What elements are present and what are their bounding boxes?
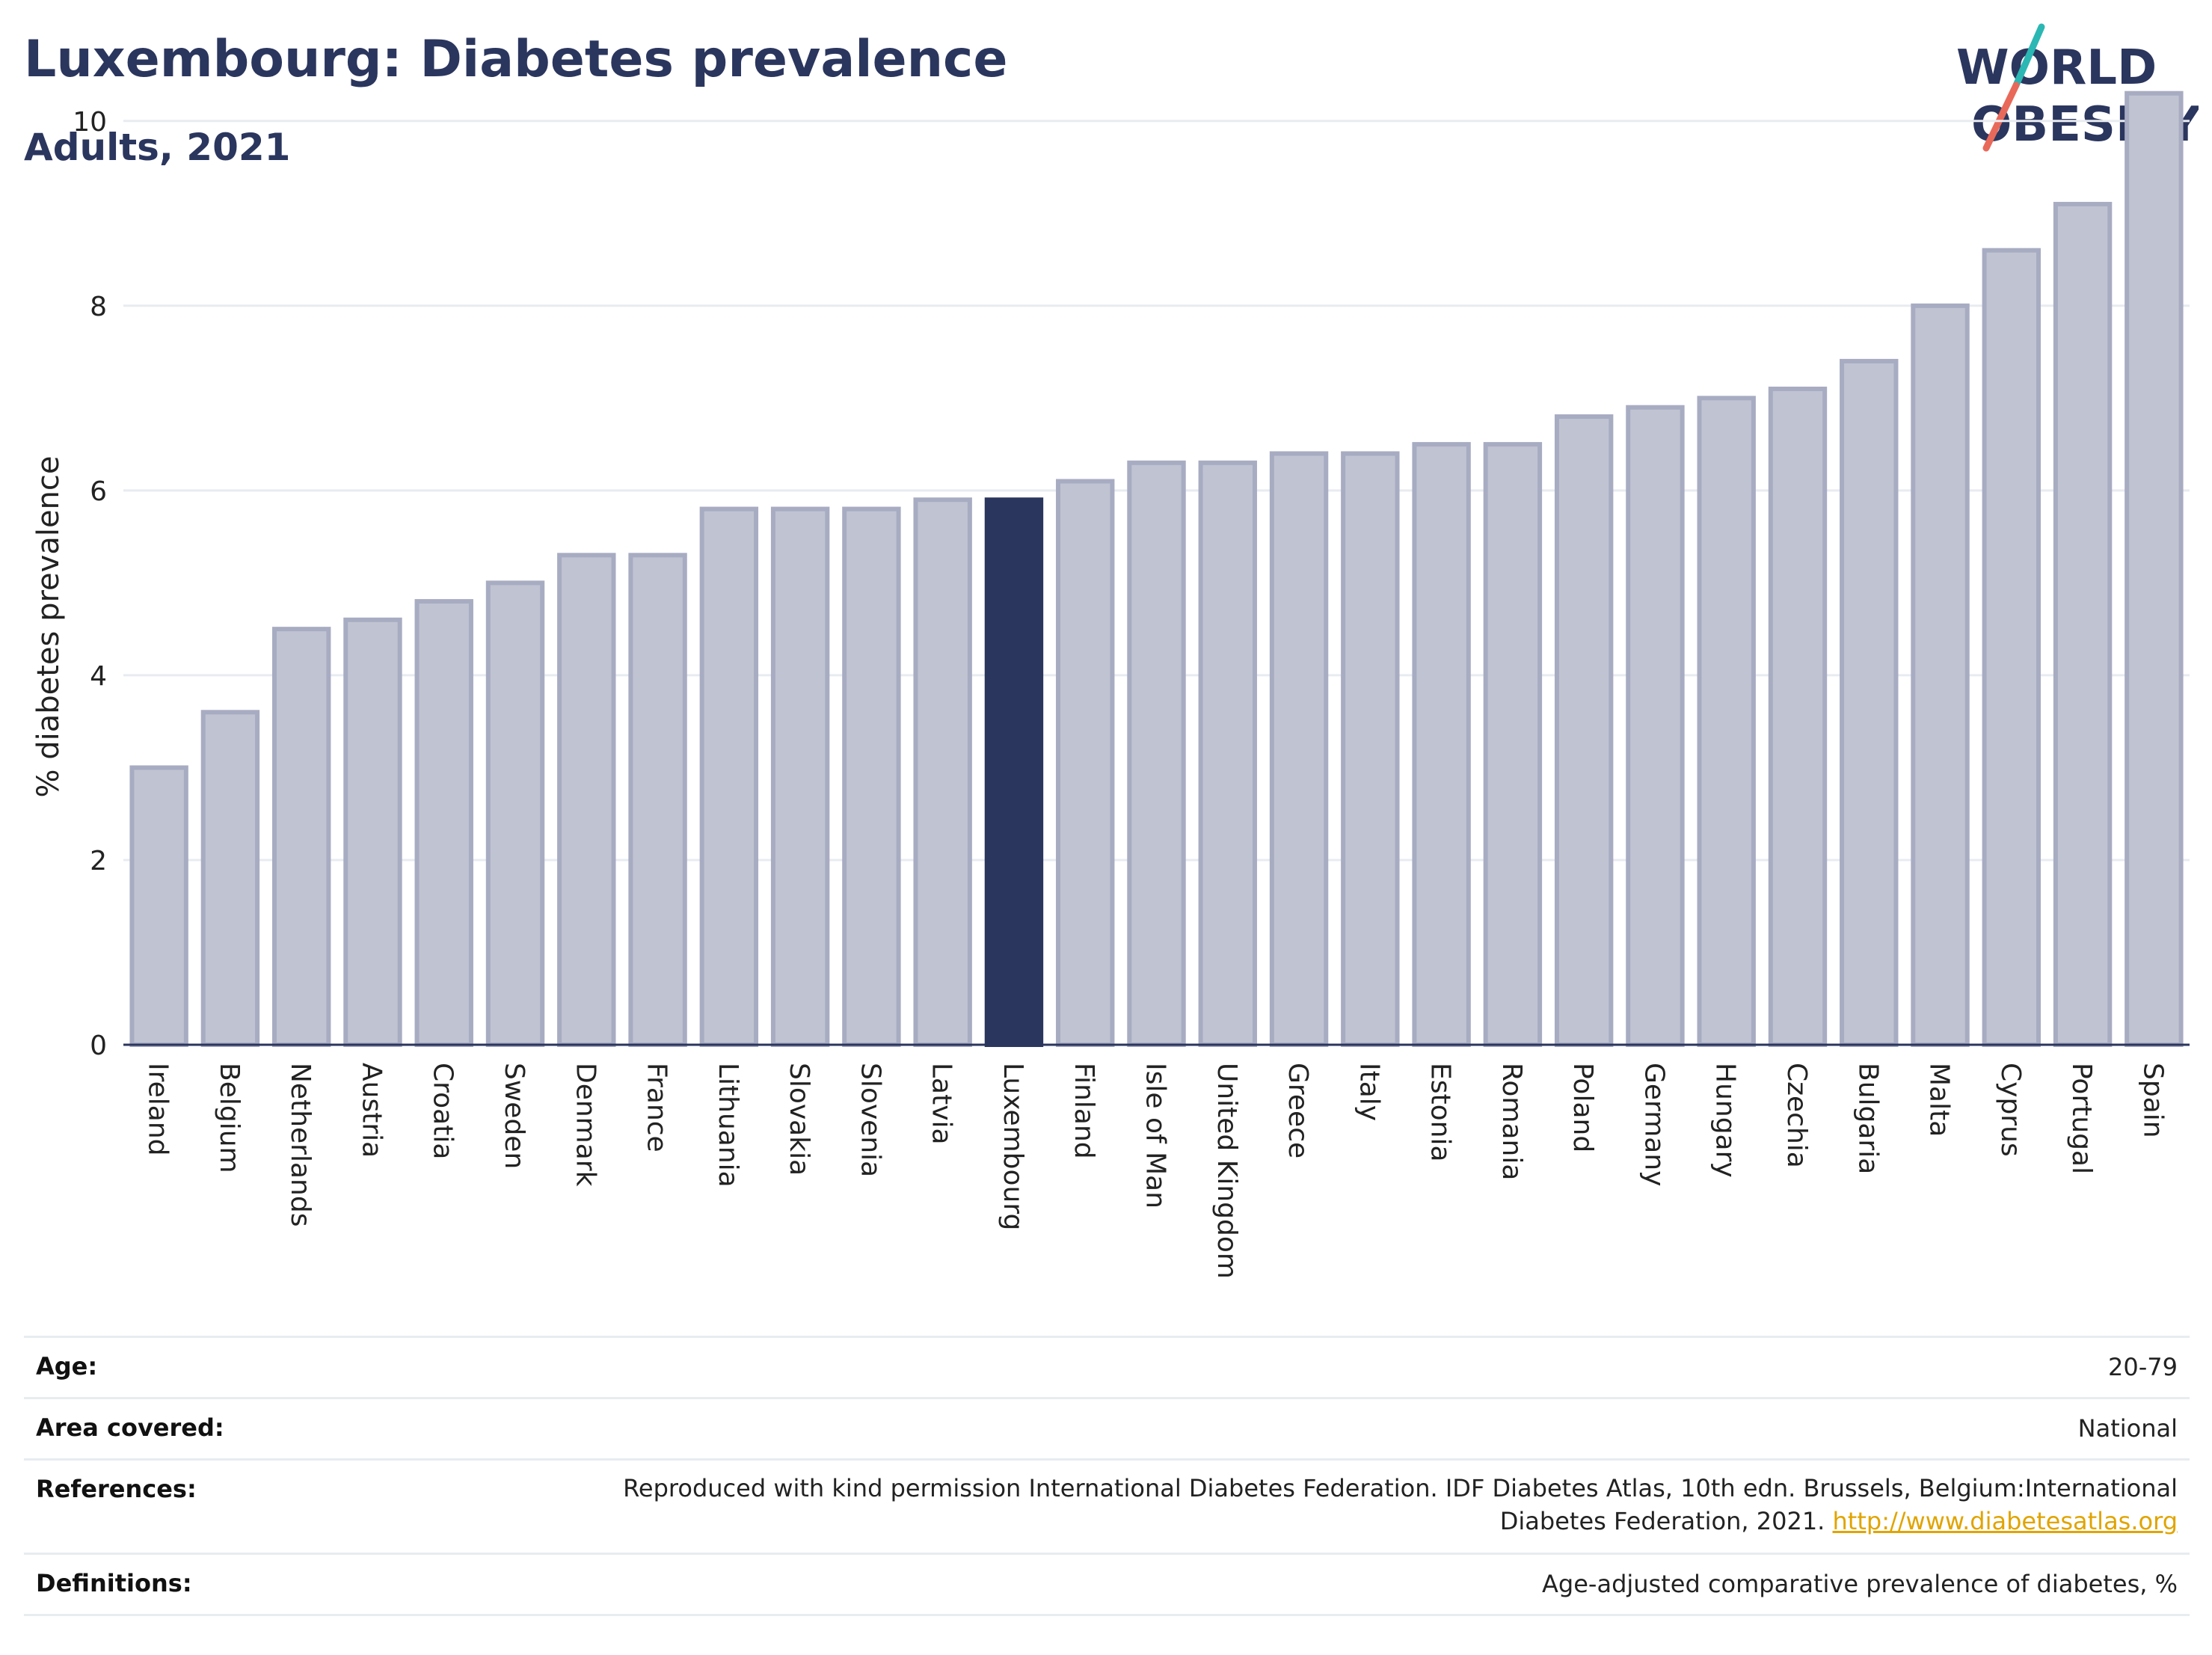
metadata-row-age: Age: 20-79	[24, 1336, 2190, 1399]
x-tick-label: Slovakia	[784, 1063, 814, 1176]
bar	[1840, 358, 1899, 1047]
logo-line1: WORLD	[1956, 40, 2157, 96]
bar	[1412, 442, 1471, 1047]
x-tick-label: Bulgaria	[1852, 1063, 1883, 1174]
bars-layer	[129, 90, 2184, 1048]
reference-text-line1: Reproduced with kind permission Internat…	[623, 1474, 2178, 1502]
reference-link[interactable]: http://www.diabetesatlas.org	[1832, 1507, 2178, 1535]
y-tick-label: 6	[90, 476, 107, 507]
x-tick-label: France	[642, 1063, 672, 1152]
metadata-value: National	[2077, 1414, 2178, 1443]
x-tick-label: Finland	[1069, 1063, 1099, 1159]
x-tick-label: Portugal	[2066, 1063, 2097, 1174]
metadata-row-area: Area covered: National	[24, 1397, 2190, 1461]
bar	[485, 580, 545, 1047]
bar	[842, 506, 901, 1047]
x-tick-label: Estonia	[1425, 1063, 1456, 1162]
x-tick-label: Germany	[1638, 1063, 1669, 1186]
x-tick-label: Spain	[2137, 1063, 2168, 1138]
x-tick-label: Romania	[1496, 1063, 1527, 1180]
bar	[1341, 451, 1400, 1047]
x-tick-label: Ireland	[143, 1063, 173, 1156]
bar	[1127, 460, 1186, 1047]
x-tick-label: Lithuania	[713, 1063, 743, 1188]
bar	[699, 506, 759, 1047]
bar	[1768, 386, 1828, 1047]
chart-subtitle: Adults, 2021	[24, 126, 291, 169]
reference-text: Diabetes Federation, 2021.	[1499, 1507, 1833, 1535]
bar	[2053, 201, 2113, 1047]
bar	[414, 599, 473, 1047]
bar	[557, 553, 616, 1047]
y-tick-label: 8	[90, 292, 107, 322]
x-tick-label: Italy	[1354, 1063, 1384, 1121]
x-tick-label: Luxembourg	[998, 1063, 1028, 1230]
x-tick-label: Croatia	[428, 1063, 458, 1159]
chart-title: Luxembourg: Diabetes prevalence	[24, 30, 1008, 89]
bar	[200, 710, 260, 1047]
x-tick-label: Isle of Man	[1140, 1063, 1171, 1209]
metadata-value: 20-79	[2108, 1353, 2178, 1381]
x-tick-label: Czechia	[1781, 1063, 1812, 1168]
bar	[1483, 442, 1543, 1047]
x-tick-label: Malta	[1924, 1063, 1955, 1137]
bar	[1198, 460, 1257, 1047]
bar	[770, 506, 830, 1047]
x-tick-label: Cyprus	[1995, 1063, 2026, 1157]
metadata-row-references: References: Reproduced with kind permiss…	[24, 1458, 2190, 1555]
metadata-value: Reproduced with kind permission Internat…	[623, 1472, 2178, 1538]
y-tick-label: 10	[73, 107, 107, 138]
x-tick-label: Slovenia	[855, 1063, 885, 1177]
bar	[913, 497, 972, 1047]
x-tick-label: Austria	[356, 1063, 387, 1158]
bar	[2125, 90, 2184, 1048]
x-tick-label: Netherlands	[285, 1063, 316, 1226]
bar	[271, 627, 331, 1047]
x-tick-label: Belgium	[214, 1063, 245, 1173]
x-tick-label: Poland	[1567, 1063, 1598, 1152]
bar	[1697, 396, 1756, 1047]
axes-layer: 0 2 4 6 8 10 Ireland Belgium Netherlands Austria C…	[73, 107, 2190, 1279]
x-tick-label: Hungary	[1710, 1063, 1741, 1178]
bar	[628, 553, 687, 1047]
x-tick-label: Greece	[1282, 1063, 1313, 1158]
bar	[1982, 248, 2042, 1048]
logo-slash-top	[2012, 23, 2045, 89]
metadata-label: Definitions:	[36, 1569, 192, 1597]
bar	[343, 617, 402, 1047]
bar-highlighted	[984, 497, 1044, 1047]
metadata-label: Age:	[36, 1352, 98, 1381]
bar	[1056, 479, 1115, 1047]
y-axis-label: % diabetes prevalence	[31, 455, 66, 797]
bar	[1269, 451, 1329, 1047]
y-tick-label: 0	[90, 1031, 107, 1061]
reference-text-line2: Diabetes Federation, 2021. http://www.di…	[623, 1505, 2178, 1538]
bar	[1554, 414, 1614, 1047]
metadata-row-definitions: Definitions: Age-adjusted comparative pr…	[24, 1553, 2190, 1616]
y-tick-label: 4	[90, 661, 107, 692]
x-tick-label: Latvia	[927, 1063, 957, 1145]
metadata-top-rule	[24, 1336, 2190, 1338]
logo-slash-bottom	[1982, 82, 2020, 152]
bar	[1626, 405, 1685, 1047]
bar	[129, 765, 188, 1048]
metadata-label: References:	[36, 1475, 197, 1503]
x-tick-label: Sweden	[499, 1063, 529, 1169]
metadata-value: Age-adjusted comparative prevalence of d…	[1542, 1570, 2178, 1598]
x-tick-label: United Kingdom	[1211, 1063, 1242, 1279]
bar	[1911, 303, 1970, 1047]
y-tick-label: 2	[90, 846, 107, 876]
bar-chart: 0 2 4 6 8 10 Ireland Belgium Netherlands Austria C…	[31, 90, 2190, 1279]
x-tick-label: Denmark	[570, 1063, 600, 1187]
metadata-label: Area covered:	[36, 1413, 224, 1442]
